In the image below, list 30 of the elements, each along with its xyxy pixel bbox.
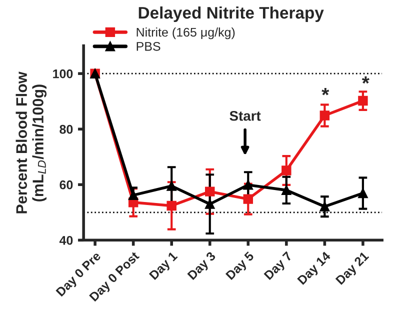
x-tick-label: Day 3 bbox=[187, 251, 218, 282]
point bbox=[166, 181, 176, 191]
y-tick-label: 80 bbox=[60, 124, 73, 134]
point bbox=[282, 166, 292, 176]
point bbox=[358, 96, 368, 106]
chart-title: Delayed Nitrite Therapy bbox=[138, 6, 324, 22]
x-tick-label: Day 5 bbox=[225, 251, 256, 282]
y-tick-label: 60 bbox=[60, 180, 73, 190]
point bbox=[358, 188, 368, 198]
point bbox=[282, 185, 292, 196]
point bbox=[243, 194, 253, 204]
y-axis-title: Percent Blood Flow (mL$_{LD}$/min/100g) bbox=[16, 72, 47, 214]
legend-label: PBS bbox=[136, 42, 160, 51]
point bbox=[243, 180, 253, 190]
x-tick-label: Day 7 bbox=[264, 251, 294, 282]
point bbox=[205, 186, 215, 196]
point bbox=[128, 190, 138, 200]
point bbox=[205, 199, 215, 209]
annotation: * bbox=[362, 76, 370, 84]
point bbox=[166, 200, 176, 211]
x-tick-label: Day 1 bbox=[148, 251, 180, 282]
legend-label: Nitrite (165 μg/kg) bbox=[136, 28, 235, 40]
y-tick-label: 40 bbox=[59, 236, 73, 245]
point bbox=[320, 202, 330, 212]
y-tick-label: 100 bbox=[53, 69, 73, 78]
point bbox=[320, 110, 330, 120]
annotation: * bbox=[322, 88, 330, 96]
x-tick-label: Day 21 bbox=[335, 251, 371, 287]
annotation: Start bbox=[230, 110, 261, 121]
x-tick-label: Day 14 bbox=[297, 250, 333, 287]
